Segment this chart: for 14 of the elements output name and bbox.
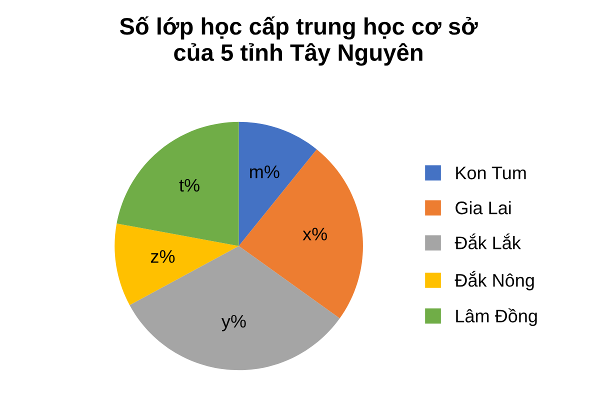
- chart-title: Số lớp học cấp trung học cơ sở của 5 tỉnh Tây Nguyên: [120, 16, 478, 66]
- data-label: y%: [221, 314, 246, 332]
- legend-label: Lâm Đồng: [456, 308, 537, 326]
- pie-slice: [130, 246, 340, 370]
- legend-label: Kon Tum: [456, 166, 526, 180]
- legend-label: Gia Lai: [456, 201, 511, 214]
- data-label: m%: [250, 166, 280, 178]
- legend-label: Đắk Lắk: [454, 233, 521, 250]
- pie-slice: [116, 122, 239, 246]
- data-label: t%: [179, 178, 200, 192]
- data-label: z%: [150, 250, 175, 263]
- pie-slice: [114, 224, 239, 306]
- legend-label: Đắk Nông: [454, 270, 534, 290]
- data-label: x%: [302, 228, 327, 240]
